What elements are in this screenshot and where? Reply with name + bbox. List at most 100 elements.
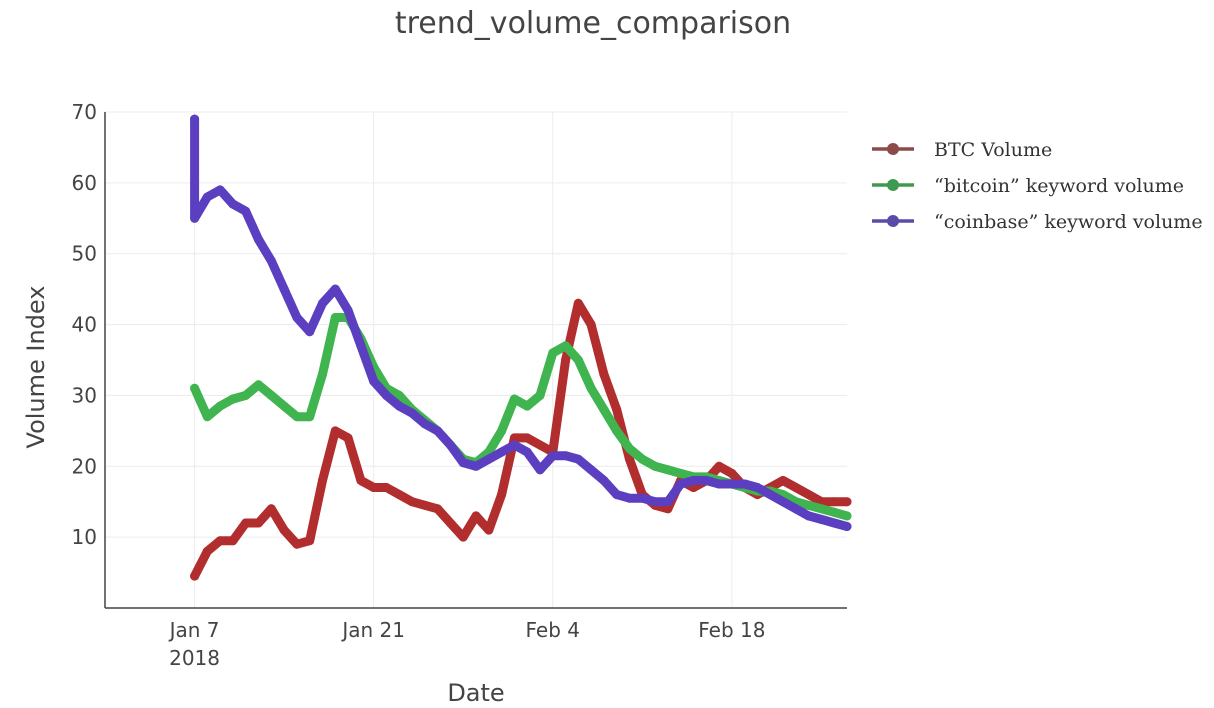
y-tick-label: 50 xyxy=(72,242,97,266)
data-point xyxy=(599,369,609,379)
data-point xyxy=(740,479,750,489)
data-point xyxy=(586,320,596,330)
data-point xyxy=(804,511,814,521)
data-point xyxy=(228,394,238,404)
data-point xyxy=(561,341,571,351)
y-tick-label: 30 xyxy=(72,383,97,407)
data-point xyxy=(190,383,200,393)
data-point xyxy=(407,408,417,418)
x-tick-label: Feb 18 xyxy=(698,618,765,642)
data-point xyxy=(330,284,340,294)
data-point xyxy=(663,497,673,507)
legend-item[interactable]: “coinbase” keyword volume xyxy=(872,211,1203,233)
data-point xyxy=(612,490,622,500)
data-point xyxy=(612,426,622,436)
data-point xyxy=(663,465,673,475)
data-point xyxy=(561,451,571,461)
data-point xyxy=(676,468,686,478)
data-point xyxy=(561,355,571,365)
data-point xyxy=(522,401,532,411)
data-point xyxy=(804,490,814,500)
data-point xyxy=(254,235,263,244)
data-point xyxy=(612,405,622,415)
data-point xyxy=(228,199,238,209)
data-point xyxy=(202,546,212,556)
legend-label: “bitcoin” keyword volume xyxy=(934,175,1184,197)
data-point xyxy=(381,390,391,400)
data-point xyxy=(842,522,852,531)
data-point xyxy=(625,493,634,503)
data-point xyxy=(369,376,379,386)
data-point xyxy=(586,383,596,393)
data-point xyxy=(241,518,251,528)
data-point xyxy=(305,412,315,422)
data-point xyxy=(279,401,289,411)
data-point xyxy=(318,476,327,485)
data-point xyxy=(279,284,289,294)
data-point xyxy=(650,497,660,507)
data-point xyxy=(599,405,609,415)
legend-label: “coinbase” keyword volume xyxy=(934,211,1203,233)
data-point xyxy=(765,490,775,500)
data-point xyxy=(318,298,327,308)
data-point xyxy=(778,476,788,485)
data-point xyxy=(497,447,507,457)
data-point xyxy=(202,192,212,202)
grid xyxy=(105,111,847,608)
data-point xyxy=(266,504,276,514)
legend-item[interactable]: BTC Volume xyxy=(872,139,1052,161)
data-point xyxy=(254,380,263,390)
data-point xyxy=(791,483,801,492)
data-point xyxy=(573,298,583,308)
data-point xyxy=(433,504,443,514)
y-axis-title: Volume Index xyxy=(22,286,50,449)
data-point xyxy=(471,461,481,471)
data-point xyxy=(190,571,200,581)
data-point xyxy=(445,440,455,450)
legend-swatch-marker xyxy=(887,215,899,227)
legend-item[interactable]: “bitcoin” keyword volume xyxy=(872,175,1184,197)
data-point xyxy=(497,426,507,436)
data-point xyxy=(458,458,468,468)
data-point xyxy=(829,518,839,528)
data-point xyxy=(330,313,340,322)
data-point xyxy=(548,348,558,358)
data-point xyxy=(292,539,302,549)
data-point xyxy=(637,493,647,503)
data-point xyxy=(445,518,455,528)
data-point xyxy=(522,447,532,457)
x-tick-label: Jan 7 xyxy=(168,618,220,642)
data-point xyxy=(509,433,519,443)
data-point xyxy=(202,412,212,422)
data-point xyxy=(714,479,724,489)
legend-swatch-marker xyxy=(887,179,899,191)
data-point xyxy=(215,185,225,195)
data-point xyxy=(330,426,340,436)
data-point xyxy=(676,479,686,489)
series-line xyxy=(190,298,852,581)
data-point xyxy=(394,401,404,411)
data-point xyxy=(292,313,302,322)
data-point xyxy=(241,206,251,216)
data-point xyxy=(215,401,225,411)
data-point xyxy=(343,305,353,315)
x-tick-sublabel: 2018 xyxy=(169,646,220,670)
data-point xyxy=(727,468,737,478)
data-point xyxy=(318,369,327,379)
data-point xyxy=(471,511,481,521)
data-point xyxy=(254,518,263,528)
data-point xyxy=(190,213,200,223)
data-point xyxy=(266,256,276,266)
data-point xyxy=(637,454,647,464)
data-point xyxy=(701,476,711,485)
data-point xyxy=(394,390,404,400)
data-point xyxy=(778,497,788,507)
data-point xyxy=(625,454,634,464)
legend-swatch-marker xyxy=(887,143,899,155)
legend[interactable]: BTC Volume “bitcoin” keyword volume “coinb… xyxy=(872,139,1203,233)
data-point xyxy=(522,433,532,443)
data-point xyxy=(689,476,698,485)
data-point xyxy=(433,426,443,436)
data-point xyxy=(356,476,366,485)
